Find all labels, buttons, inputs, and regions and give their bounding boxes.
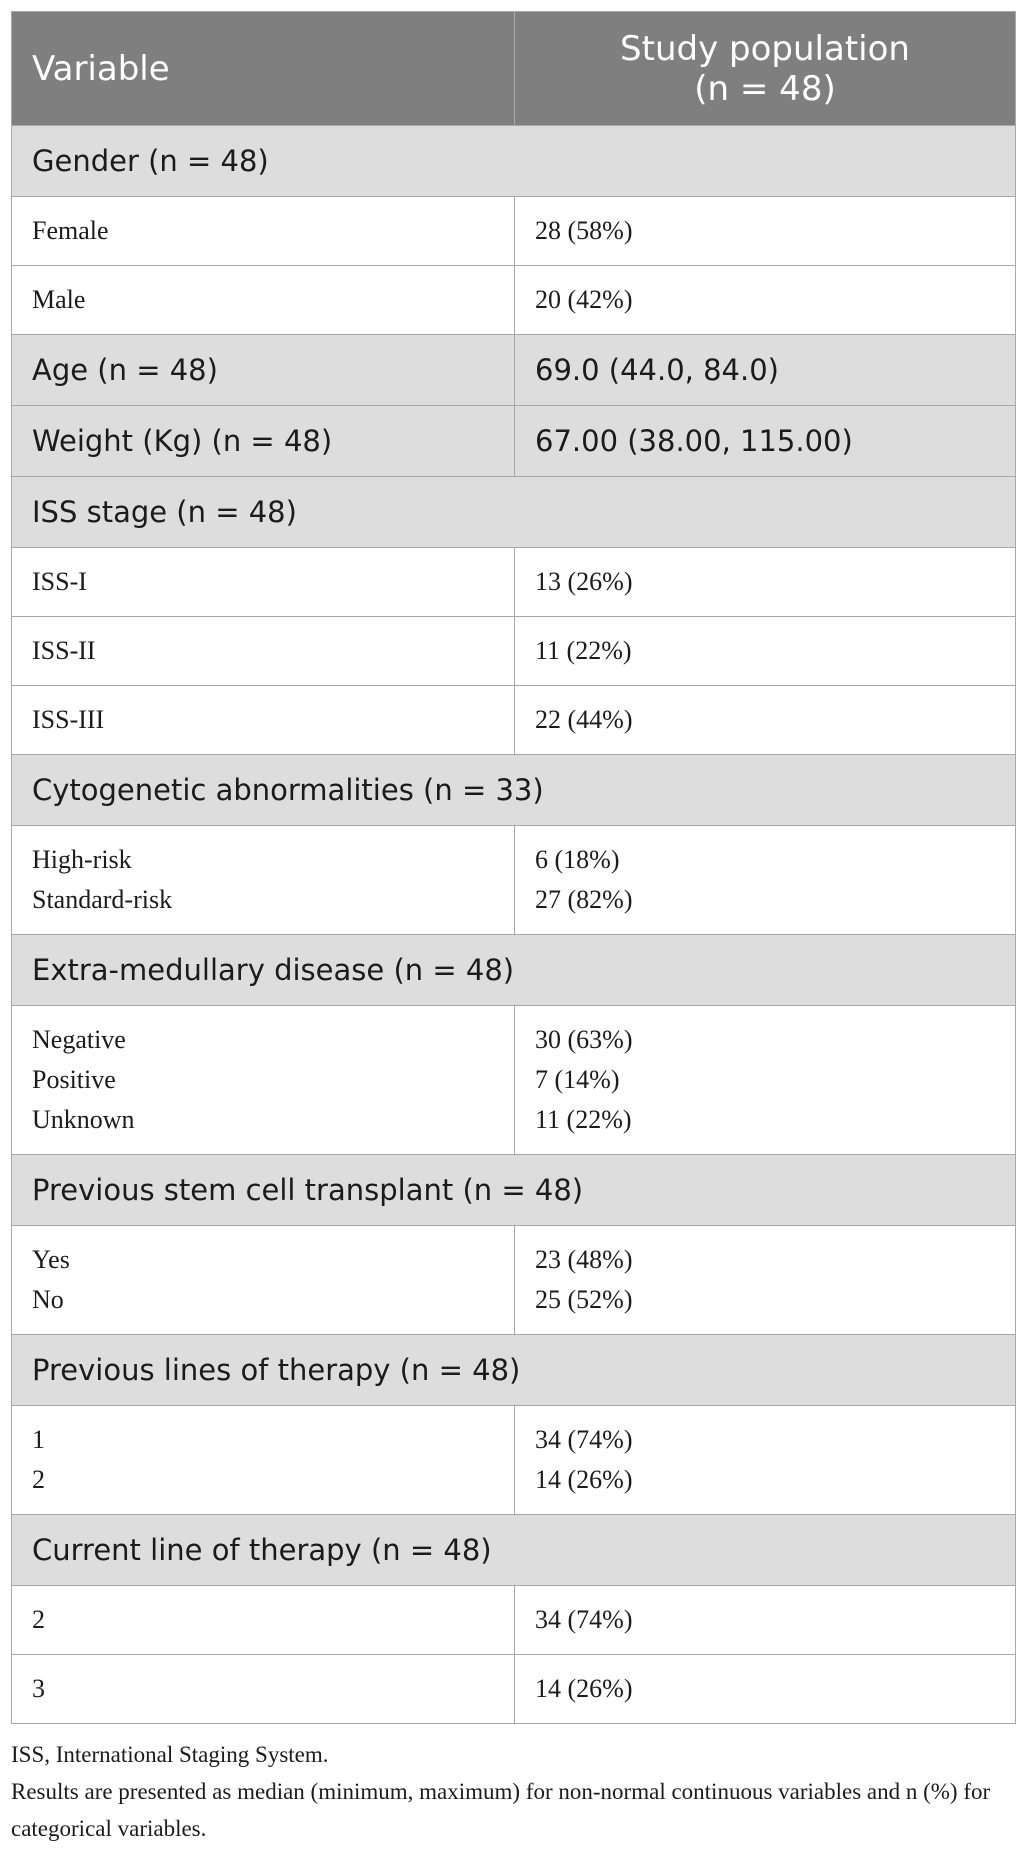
row-value: 11 (22%) <box>535 1105 632 1134</box>
footnote-abbreviation: ISS, International Staging System. <box>11 1742 329 1767</box>
section-row-extramedullary: Extra-medullary disease (n = 48) <box>11 934 1016 1006</box>
row-value: 14 (26%) <box>514 1654 1016 1724</box>
row-value: 6 (18%) <box>535 845 620 874</box>
section-label: Gender (n = 48) <box>11 125 1016 197</box>
table-footnotes: ISS, International Staging System. Resul… <box>11 1736 1021 1847</box>
section-row-weight: Weight (Kg) (n = 48) 67.00 (38.00, 115.0… <box>11 405 1016 477</box>
section-value: 69.0 (44.0, 84.0) <box>514 334 1016 406</box>
table-row: Yes No 23 (48%) 25 (52%) <box>11 1225 1016 1335</box>
row-label: ISS-III <box>11 685 515 755</box>
section-label: Previous lines of therapy (n = 48) <box>11 1334 1016 1406</box>
row-labels: Negative Positive Unknown <box>11 1005 515 1155</box>
section-value: 67.00 (38.00, 115.00) <box>514 405 1016 477</box>
row-label: 3 <box>11 1654 515 1724</box>
table-row: High-risk Standard-risk 6 (18%) 27 (82%) <box>11 825 1016 935</box>
row-label: Positive <box>32 1065 116 1094</box>
row-value: 20 (42%) <box>514 265 1016 335</box>
row-label: 2 <box>32 1465 45 1494</box>
header-variable: Variable <box>11 11 515 126</box>
table-row: 3 14 (26%) <box>11 1654 1016 1724</box>
row-labels: High-risk Standard-risk <box>11 825 515 935</box>
row-label: 1 <box>32 1425 45 1454</box>
row-value: 34 (74%) <box>535 1425 633 1454</box>
table-row: Negative Positive Unknown 30 (63%) 7 (14… <box>11 1005 1016 1155</box>
row-label: Negative <box>32 1025 126 1054</box>
row-label: 2 <box>11 1585 515 1655</box>
footnote-methods: Results are presented as median (minimum… <box>11 1779 991 1841</box>
row-label: ISS-II <box>11 616 515 686</box>
row-values: 30 (63%) 7 (14%) 11 (22%) <box>514 1005 1016 1155</box>
row-value: 7 (14%) <box>535 1065 620 1094</box>
row-value: 13 (26%) <box>514 547 1016 617</box>
row-value: 23 (48%) <box>535 1245 633 1274</box>
row-labels: Yes No <box>11 1225 515 1335</box>
row-label: Standard-risk <box>32 885 173 914</box>
section-row-cytogenetic: Cytogenetic abnormalities (n = 33) <box>11 754 1016 826</box>
row-label: No <box>32 1285 64 1314</box>
row-label: Male <box>11 265 515 335</box>
row-labels: 1 2 <box>11 1405 515 1515</box>
table-row: Female 28 (58%) <box>11 196 1016 266</box>
section-label: Extra-medullary disease (n = 48) <box>11 934 1016 1006</box>
table-row: 1 2 34 (74%) 14 (26%) <box>11 1405 1016 1515</box>
row-value: 30 (63%) <box>535 1025 633 1054</box>
section-label: Current line of therapy (n = 48) <box>11 1514 1016 1586</box>
section-label: ISS stage (n = 48) <box>11 476 1016 548</box>
table-row: 2 34 (74%) <box>11 1585 1016 1655</box>
row-value: 27 (82%) <box>535 885 633 914</box>
table-row: Male 20 (42%) <box>11 265 1016 335</box>
row-label: Female <box>11 196 515 266</box>
row-label: High-risk <box>32 845 132 874</box>
section-row-stem-cell: Previous stem cell transplant (n = 48) <box>11 1154 1016 1226</box>
table-row: ISS-II 11 (22%) <box>11 616 1016 686</box>
characteristics-table-container: Variable Study population (n = 48) Gende… <box>11 11 1016 1724</box>
row-value: 25 (52%) <box>535 1285 633 1314</box>
section-row-previous-lines: Previous lines of therapy (n = 48) <box>11 1334 1016 1406</box>
row-label: Yes <box>32 1245 70 1274</box>
row-value: 14 (26%) <box>535 1465 633 1494</box>
table-header-row: Variable Study population (n = 48) <box>11 11 1016 126</box>
section-label: Cytogenetic abnormalities (n = 33) <box>11 754 1016 826</box>
section-row-gender: Gender (n = 48) <box>11 125 1016 197</box>
section-label: Weight (Kg) (n = 48) <box>11 405 515 477</box>
header-study-population: Study population (n = 48) <box>514 11 1016 126</box>
section-row-age: Age (n = 48) 69.0 (44.0, 84.0) <box>11 334 1016 406</box>
section-label: Age (n = 48) <box>11 334 515 406</box>
table-row: ISS-I 13 (26%) <box>11 547 1016 617</box>
characteristics-table: Variable Study population (n = 48) Gende… <box>11 11 1016 1724</box>
section-row-current-line: Current line of therapy (n = 48) <box>11 1514 1016 1586</box>
table-row: ISS-III 22 (44%) <box>11 685 1016 755</box>
row-value: 28 (58%) <box>514 196 1016 266</box>
row-values: 6 (18%) 27 (82%) <box>514 825 1016 935</box>
row-value: 11 (22%) <box>514 616 1016 686</box>
row-value: 22 (44%) <box>514 685 1016 755</box>
row-label: ISS-I <box>11 547 515 617</box>
row-values: 23 (48%) 25 (52%) <box>514 1225 1016 1335</box>
section-row-iss: ISS stage (n = 48) <box>11 476 1016 548</box>
row-label: Unknown <box>32 1105 135 1134</box>
section-label: Previous stem cell transplant (n = 48) <box>11 1154 1016 1226</box>
row-value: 34 (74%) <box>514 1585 1016 1655</box>
row-values: 34 (74%) 14 (26%) <box>514 1405 1016 1515</box>
